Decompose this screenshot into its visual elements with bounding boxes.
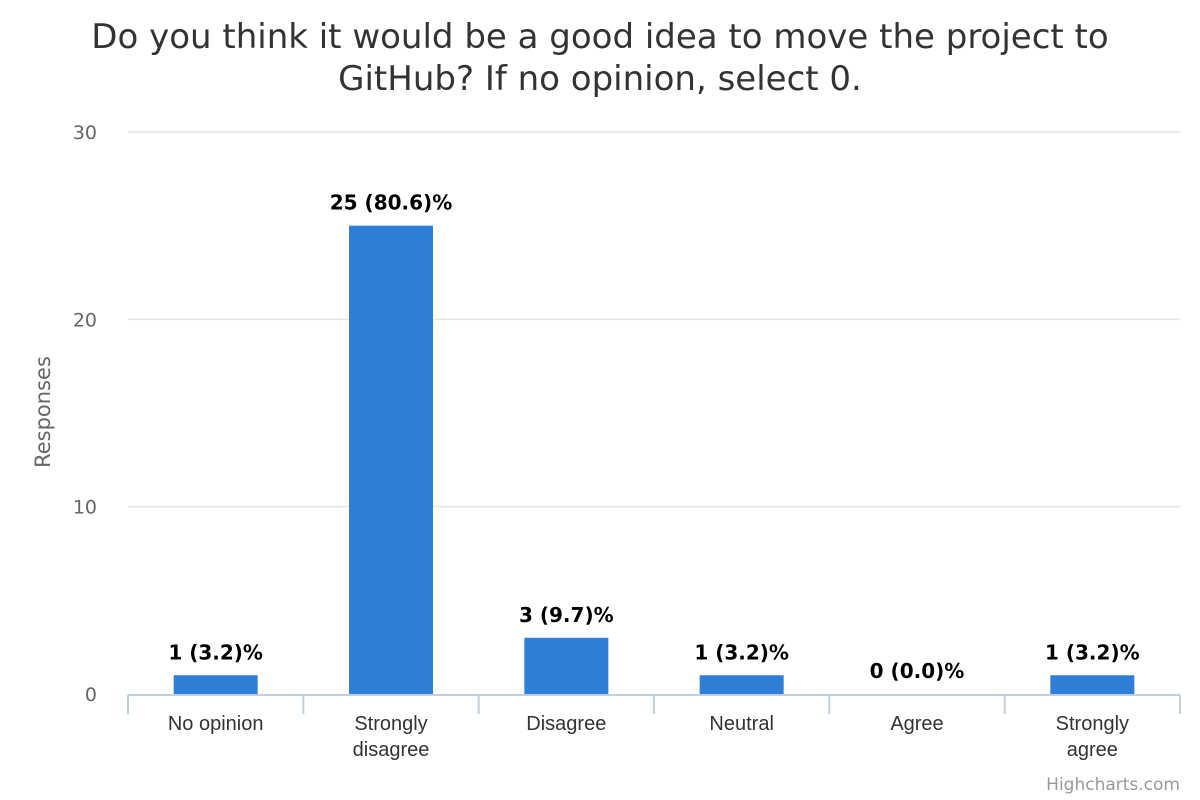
bar[interactable] xyxy=(1050,675,1135,694)
x-tick-label: Agree xyxy=(890,713,943,735)
y-tick-label: 30 xyxy=(73,122,97,144)
x-axis-ticks: No opinion Strongly disagree Disagree Neutra… xyxy=(168,713,1129,761)
y-axis-ticks: 0 10 20 30 xyxy=(73,122,97,706)
x-tick-label-line: agree xyxy=(1067,739,1118,761)
bars xyxy=(173,225,1135,694)
x-tick-label-line: No opinion xyxy=(168,713,264,735)
data-label: 25 (80.6)% xyxy=(330,191,452,215)
x-tick-label-line: Neutral xyxy=(709,713,773,735)
chart-title: Do you think it would be a good idea to … xyxy=(91,17,1108,99)
data-label: 1 (3.2)% xyxy=(1045,640,1140,664)
data-label: 0 (0.0)% xyxy=(870,659,965,683)
x-tick-label-line: Strongly xyxy=(354,713,427,735)
bar[interactable] xyxy=(349,225,433,694)
y-tick-label: 10 xyxy=(73,497,97,519)
chart-title-line: GitHub? If no opinion, select 0. xyxy=(338,59,862,99)
x-tick-label: Neutral xyxy=(709,713,773,735)
x-tick-label: Strongly disagree xyxy=(353,713,430,761)
x-tick-label-line: disagree xyxy=(353,739,430,761)
x-tick-label: Disagree xyxy=(526,713,606,735)
data-label: 1 (3.2)% xyxy=(694,640,789,664)
bar[interactable] xyxy=(524,637,609,694)
x-axis xyxy=(127,694,1181,714)
data-label: 3 (9.7)% xyxy=(519,603,614,627)
data-label: 1 (3.2)% xyxy=(168,640,263,664)
x-tick-label-line: Disagree xyxy=(526,713,606,735)
x-tick-label-line: Strongly xyxy=(1056,713,1129,735)
gridlines xyxy=(128,131,1180,508)
credits-link[interactable]: Highcharts.com xyxy=(1046,775,1180,795)
x-tick-label: Strongly agree xyxy=(1056,713,1129,761)
bar[interactable] xyxy=(699,675,784,694)
y-tick-label: 0 xyxy=(85,684,97,706)
y-tick-label: 20 xyxy=(73,309,97,331)
x-tick-label: No opinion xyxy=(168,713,264,735)
x-tick-label-line: Agree xyxy=(890,713,943,735)
bar[interactable] xyxy=(173,675,258,694)
data-labels: 1 (3.2)% 25 (80.6)% 3 (9.7)% 1 (3.2)% 0 (0.0… xyxy=(166,189,1141,685)
y-axis-label: Responses xyxy=(31,356,55,468)
chart-title-line: Do you think it would be a good idea to … xyxy=(91,17,1108,57)
